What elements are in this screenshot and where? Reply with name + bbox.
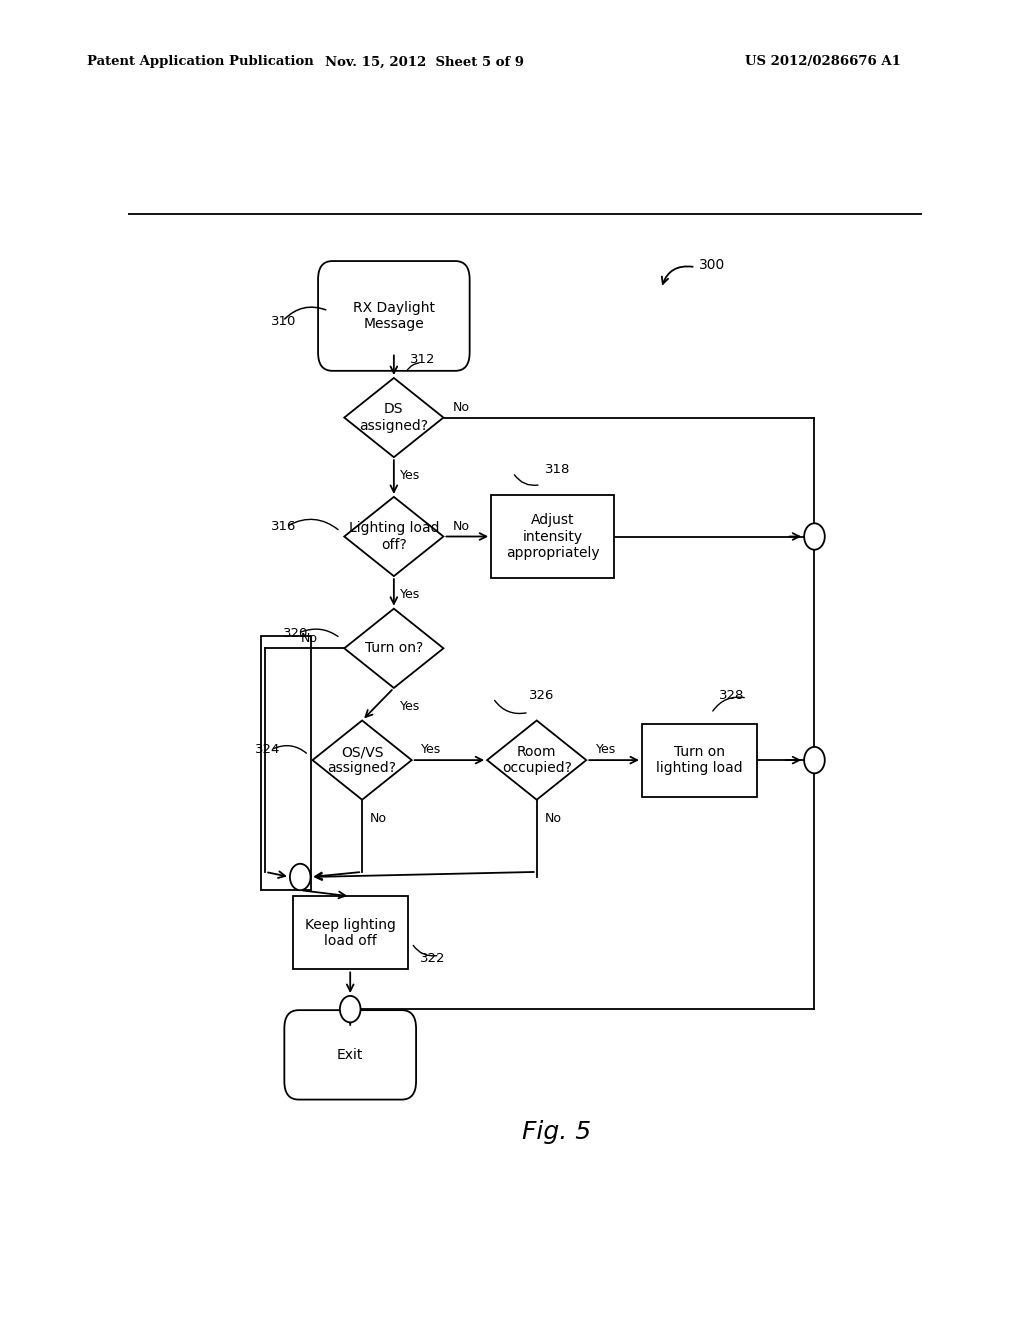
Text: 318: 318	[545, 463, 570, 477]
Text: Exit: Exit	[337, 1048, 364, 1061]
Text: 322: 322	[420, 952, 445, 965]
Text: No: No	[370, 812, 387, 825]
Text: Patent Application Publication: Patent Application Publication	[87, 55, 313, 69]
Text: Fig. 5: Fig. 5	[522, 1121, 591, 1144]
FancyBboxPatch shape	[318, 261, 470, 371]
Text: 312: 312	[410, 354, 435, 366]
Text: Room
occupied?: Room occupied?	[502, 744, 571, 775]
Text: Turn on
lighting load: Turn on lighting load	[656, 744, 742, 775]
Text: No: No	[453, 401, 470, 414]
Text: 326: 326	[528, 689, 554, 701]
Text: Adjust
intensity
appropriately: Adjust intensity appropriately	[506, 513, 599, 560]
Text: OS/VS
assigned?: OS/VS assigned?	[328, 744, 396, 775]
Text: US 2012/0286676 A1: US 2012/0286676 A1	[745, 55, 901, 69]
Bar	[293, 896, 408, 969]
Text: 310: 310	[270, 314, 296, 327]
Bar	[492, 495, 614, 578]
Text: Yes: Yes	[400, 587, 421, 601]
Bar	[261, 636, 310, 890]
Text: 324: 324	[255, 743, 281, 756]
Text: Yes: Yes	[596, 743, 616, 756]
FancyBboxPatch shape	[285, 1010, 416, 1100]
Text: No: No	[453, 520, 470, 533]
Circle shape	[340, 995, 360, 1022]
Text: Yes: Yes	[400, 469, 421, 482]
Text: 300: 300	[699, 259, 726, 272]
Text: RX Daylight
Message: RX Daylight Message	[353, 301, 435, 331]
Text: Nov. 15, 2012  Sheet 5 of 9: Nov. 15, 2012 Sheet 5 of 9	[326, 55, 524, 69]
Text: 328: 328	[719, 689, 744, 701]
Text: Keep lighting
load off: Keep lighting load off	[305, 917, 395, 948]
Text: Yes: Yes	[421, 743, 441, 756]
Text: Lighting load
off?: Lighting load off?	[348, 521, 439, 552]
Text: 316: 316	[270, 520, 296, 533]
Text: 320: 320	[283, 627, 308, 640]
Text: Turn on?: Turn on?	[365, 642, 423, 655]
Text: No: No	[545, 812, 561, 825]
Circle shape	[804, 747, 824, 774]
Bar	[642, 723, 757, 797]
Text: No: No	[301, 632, 317, 644]
Text: DS
assigned?: DS assigned?	[359, 403, 428, 433]
Text: Yes: Yes	[400, 700, 421, 713]
Circle shape	[804, 523, 824, 549]
Circle shape	[290, 863, 310, 890]
